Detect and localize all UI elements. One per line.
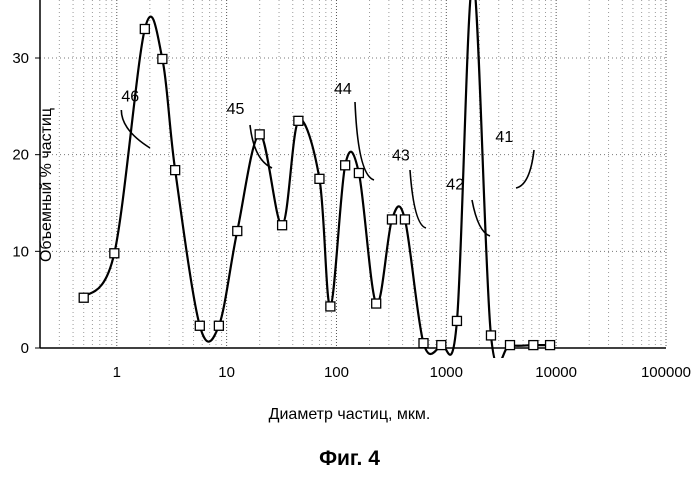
data-point-marker: [372, 299, 381, 308]
x-tick-label: 100000: [641, 364, 691, 381]
annotation-label: 43: [392, 147, 410, 164]
data-point-marker: [158, 54, 167, 63]
data-point-marker: [437, 341, 446, 350]
data-point-marker: [387, 215, 396, 224]
x-tick-label: 1000: [430, 364, 463, 381]
y-tick-label: 30: [12, 50, 29, 67]
y-tick-label: 20: [12, 147, 29, 164]
data-point-marker: [486, 331, 495, 340]
annotation-label: 44: [334, 81, 352, 98]
data-point-marker: [341, 161, 350, 170]
data-point-marker: [529, 341, 538, 350]
data-point-marker: [315, 174, 324, 183]
data-point-marker: [452, 316, 461, 325]
x-tick-label: 1: [113, 364, 121, 381]
data-point-marker: [354, 169, 363, 178]
data-point-marker: [79, 293, 88, 302]
data-point-marker: [140, 25, 149, 34]
data-point-marker: [400, 215, 409, 224]
data-point-marker: [419, 339, 428, 348]
data-point-marker: [546, 341, 555, 350]
data-point-marker: [278, 221, 287, 230]
y-axis-label: Объемный % частиц: [38, 85, 56, 285]
data-point-marker: [110, 249, 119, 258]
annotation-label: 41: [495, 129, 513, 146]
annotation-label: 45: [227, 101, 245, 118]
annotation-leader: [410, 170, 426, 228]
y-tick-label: 10: [12, 243, 29, 260]
x-tick-label: 10: [218, 364, 235, 381]
data-point-marker: [171, 166, 180, 175]
y-tick-label: 0: [21, 340, 29, 357]
data-point-marker: [255, 130, 264, 139]
data-point-marker: [505, 341, 514, 350]
data-point-marker: [214, 321, 223, 330]
data-point-marker: [195, 321, 204, 330]
x-tick-label: 10000: [535, 364, 577, 381]
x-tick-label: 100: [324, 364, 349, 381]
x-axis-label: Диаметр частиц, мкм.: [0, 406, 699, 424]
data-point-marker: [233, 227, 242, 236]
data-point-marker: [294, 116, 303, 125]
figure-caption: Фиг. 4: [0, 447, 699, 471]
annotation-label: 42: [446, 176, 464, 193]
data-point-marker: [326, 302, 335, 311]
annotation-leader: [472, 200, 490, 236]
annotation-label: 46: [121, 89, 139, 106]
annotation-leader: [121, 110, 150, 148]
